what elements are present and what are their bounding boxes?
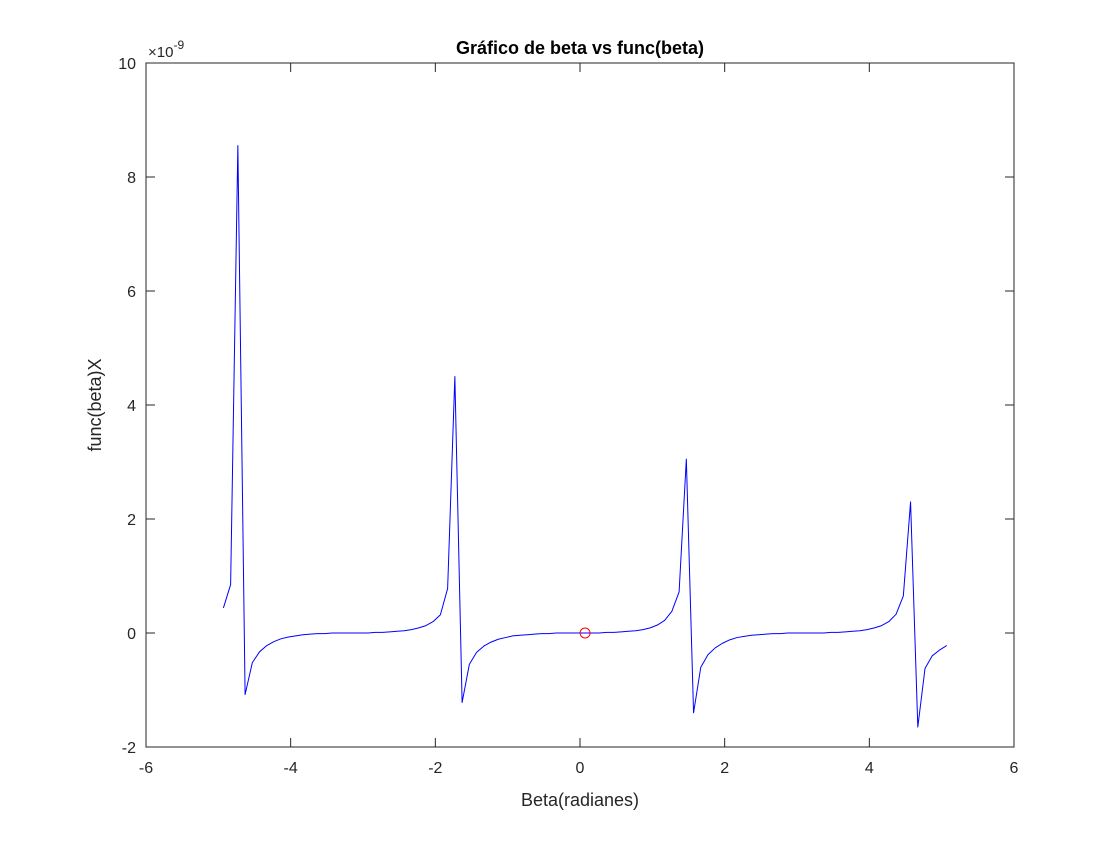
- y-tick-label: 8: [127, 170, 136, 187]
- x-tick-label: -4: [284, 760, 298, 777]
- y-axis-label: func(beta)X: [85, 358, 105, 451]
- x-axis-label: Beta(radianes): [521, 790, 639, 810]
- y-exponent-label: ×10-9: [148, 38, 184, 61]
- y-exponent-power: -9: [173, 38, 184, 52]
- x-tick-label: 4: [865, 760, 874, 777]
- chart-title: Gráfico de beta vs func(beta): [456, 38, 704, 58]
- y-exponent-base: ×10: [148, 44, 173, 61]
- y-tick-label: 0: [127, 626, 136, 643]
- series-line-0: [222, 145, 947, 728]
- data-point-marker: [579, 627, 591, 639]
- axis-ticks: -6 -4 -2 0 2 4 6 -2 0 2 4 6 8 10: [118, 56, 1018, 777]
- y-tick-label: -2: [122, 740, 136, 757]
- y-tick-label: 4: [127, 398, 136, 415]
- x-tick-label: 0: [576, 760, 585, 777]
- x-tick-label: -6: [139, 760, 153, 777]
- y-tick-label: 6: [127, 284, 136, 301]
- axes-box: [145, 62, 1015, 748]
- x-tick-label: -2: [428, 760, 442, 777]
- x-tick-label: 2: [720, 760, 729, 777]
- plot-area: [222, 145, 947, 728]
- y-tick-label: 2: [127, 512, 136, 529]
- y-tick-label: 10: [118, 56, 136, 73]
- x-tick-label: 6: [1010, 760, 1019, 777]
